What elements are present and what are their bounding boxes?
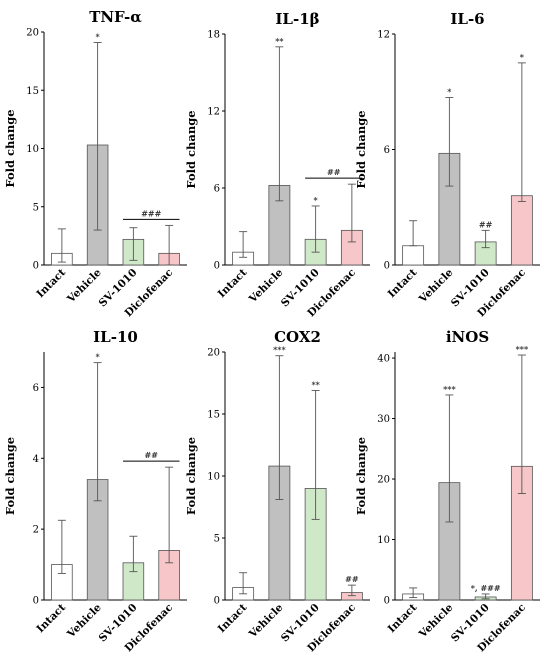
y-tick-label: 20 xyxy=(377,475,390,486)
chart-title: IL-6 xyxy=(450,10,484,28)
y-tick-label: 5 xyxy=(33,202,39,213)
y-tick-label: 6 xyxy=(214,184,220,195)
y-tick-label: 15 xyxy=(26,86,39,97)
y-tick-label: 10 xyxy=(207,472,220,483)
y-tick-label: 0 xyxy=(384,596,390,607)
y-tick-label: 0 xyxy=(214,261,220,272)
y-tick-label: 6 xyxy=(33,383,39,394)
significance-label: * xyxy=(96,352,101,362)
y-tick-label: 30 xyxy=(377,414,390,425)
y-tick-label: 15 xyxy=(207,410,220,421)
y-tick-label: 6 xyxy=(384,145,390,156)
significance-label: ## xyxy=(479,219,493,229)
significance-label: * xyxy=(447,87,452,97)
y-axis-label: Fold change xyxy=(354,437,368,515)
y-tick-label: 0 xyxy=(33,261,39,272)
x-tick-label-intact: Intact xyxy=(216,267,250,301)
significance-label: *** xyxy=(273,345,286,355)
significance-label: * xyxy=(314,195,319,205)
significance-label: *** xyxy=(443,384,456,394)
y-tick-label: 10 xyxy=(26,144,39,155)
y-axis-label: Fold change xyxy=(354,110,368,188)
x-tick-label-intact: Intact xyxy=(386,267,420,301)
y-tick-label: 4 xyxy=(33,454,39,465)
x-tick-label-intact: Intact xyxy=(386,602,420,636)
y-tick-label: 12 xyxy=(377,30,390,41)
y-axis-label: Fold change xyxy=(3,437,17,515)
chart-title: IL-1β xyxy=(275,10,319,28)
bar-diclofenac xyxy=(510,195,533,266)
significance-label: * xyxy=(96,31,101,41)
bracket-label: ## xyxy=(327,167,341,177)
y-tick-label: 0 xyxy=(214,596,220,607)
y-tick-label: 2 xyxy=(33,525,39,536)
y-tick-label: 40 xyxy=(377,354,390,365)
y-axis-label: Fold change xyxy=(184,110,198,188)
y-tick-label: 20 xyxy=(26,28,39,39)
bracket-label: ### xyxy=(141,208,161,218)
chart-title: TNF-α xyxy=(89,8,142,26)
x-tick-label-intact: Intact xyxy=(34,267,68,301)
significance-label: ## xyxy=(345,574,359,584)
chart-title: iNOS xyxy=(446,328,489,346)
y-tick-label: 10 xyxy=(377,535,390,546)
significance-label: ** xyxy=(311,379,320,389)
y-tick-label: 0 xyxy=(33,596,39,607)
significance-label: * xyxy=(520,52,525,62)
bar-intact xyxy=(402,245,425,266)
chart-title: COX2 xyxy=(274,328,321,346)
x-tick-label-intact: Intact xyxy=(216,602,250,636)
significance-label: *, ### xyxy=(471,583,501,593)
significance-label: *** xyxy=(516,344,529,354)
y-tick-label: 20 xyxy=(207,348,220,359)
y-axis-label: Fold change xyxy=(3,109,17,187)
y-tick-label: 18 xyxy=(207,30,220,41)
chart-title: IL-10 xyxy=(93,328,138,346)
x-tick-label-intact: Intact xyxy=(34,602,68,636)
y-tick-label: 5 xyxy=(214,534,220,545)
bracket-label: ## xyxy=(145,450,159,460)
y-tick-label: 12 xyxy=(207,107,220,118)
y-tick-label: 0 xyxy=(384,261,390,272)
significance-label: ** xyxy=(275,36,284,46)
y-axis-label: Fold change xyxy=(184,437,198,515)
